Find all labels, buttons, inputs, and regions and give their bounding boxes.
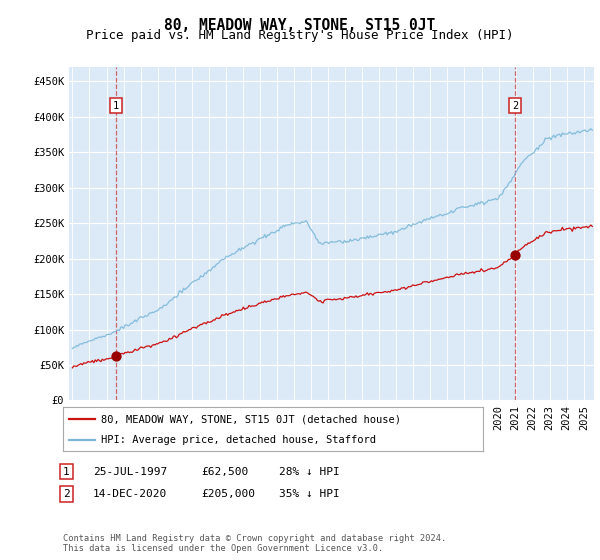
- Text: 80, MEADOW WAY, STONE, ST15 0JT (detached house): 80, MEADOW WAY, STONE, ST15 0JT (detache…: [101, 414, 401, 424]
- Text: 28% ↓ HPI: 28% ↓ HPI: [279, 466, 340, 477]
- Text: £62,500: £62,500: [201, 466, 248, 477]
- Text: 25-JUL-1997: 25-JUL-1997: [93, 466, 167, 477]
- Text: HPI: Average price, detached house, Stafford: HPI: Average price, detached house, Staf…: [101, 435, 376, 445]
- Text: Contains HM Land Registry data © Crown copyright and database right 2024.
This d: Contains HM Land Registry data © Crown c…: [63, 534, 446, 553]
- Text: 80, MEADOW WAY, STONE, ST15 0JT: 80, MEADOW WAY, STONE, ST15 0JT: [164, 18, 436, 32]
- Text: £205,000: £205,000: [201, 489, 255, 499]
- Text: 35% ↓ HPI: 35% ↓ HPI: [279, 489, 340, 499]
- Text: 2: 2: [63, 489, 70, 499]
- Text: 1: 1: [63, 466, 70, 477]
- Point: [111, 352, 121, 361]
- Text: 14-DEC-2020: 14-DEC-2020: [93, 489, 167, 499]
- Text: 1: 1: [113, 100, 119, 110]
- Text: Price paid vs. HM Land Registry's House Price Index (HPI): Price paid vs. HM Land Registry's House …: [86, 29, 514, 42]
- Text: 2: 2: [512, 100, 518, 110]
- Point: [510, 250, 520, 259]
